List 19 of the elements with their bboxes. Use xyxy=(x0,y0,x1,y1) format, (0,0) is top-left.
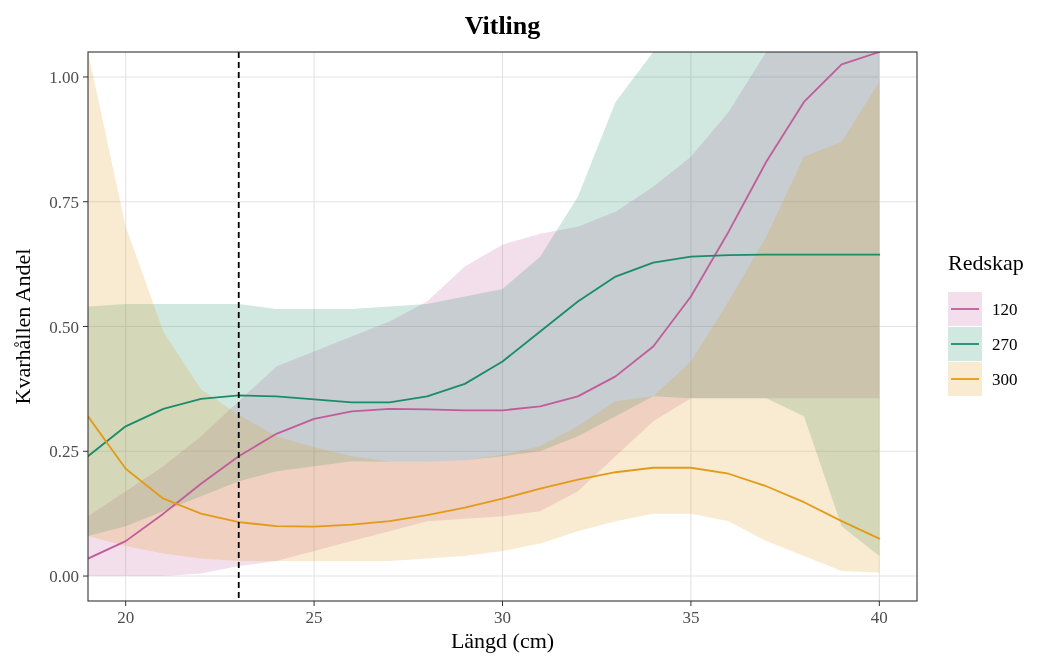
legend-label: 270 xyxy=(992,335,1018,354)
x-tick-label: 35 xyxy=(682,608,700,627)
x-tick-label: 30 xyxy=(494,608,511,627)
legend-label: 120 xyxy=(992,300,1018,319)
line-series xyxy=(88,415,881,540)
y-tick-label: 1.00 xyxy=(49,67,79,87)
x-tick-label: 20 xyxy=(117,608,135,627)
y-tick-label: 0.00 xyxy=(49,567,79,587)
x-axis-title: Längd (cm) xyxy=(450,628,555,653)
line-series xyxy=(88,253,881,458)
legend-label: 300 xyxy=(992,370,1018,389)
x-tick-label: 40 xyxy=(870,608,888,627)
chart-title: Vitling xyxy=(464,11,541,40)
x-tick-label: 25 xyxy=(305,608,323,627)
y-axis-title: Kvarhållen Andel xyxy=(10,248,35,405)
y-tick-label: 0.25 xyxy=(49,442,79,462)
y-tick-label: 0.50 xyxy=(49,317,79,337)
legend-title: Redskap xyxy=(948,250,1024,275)
y-tick-label: 0.75 xyxy=(49,192,79,212)
